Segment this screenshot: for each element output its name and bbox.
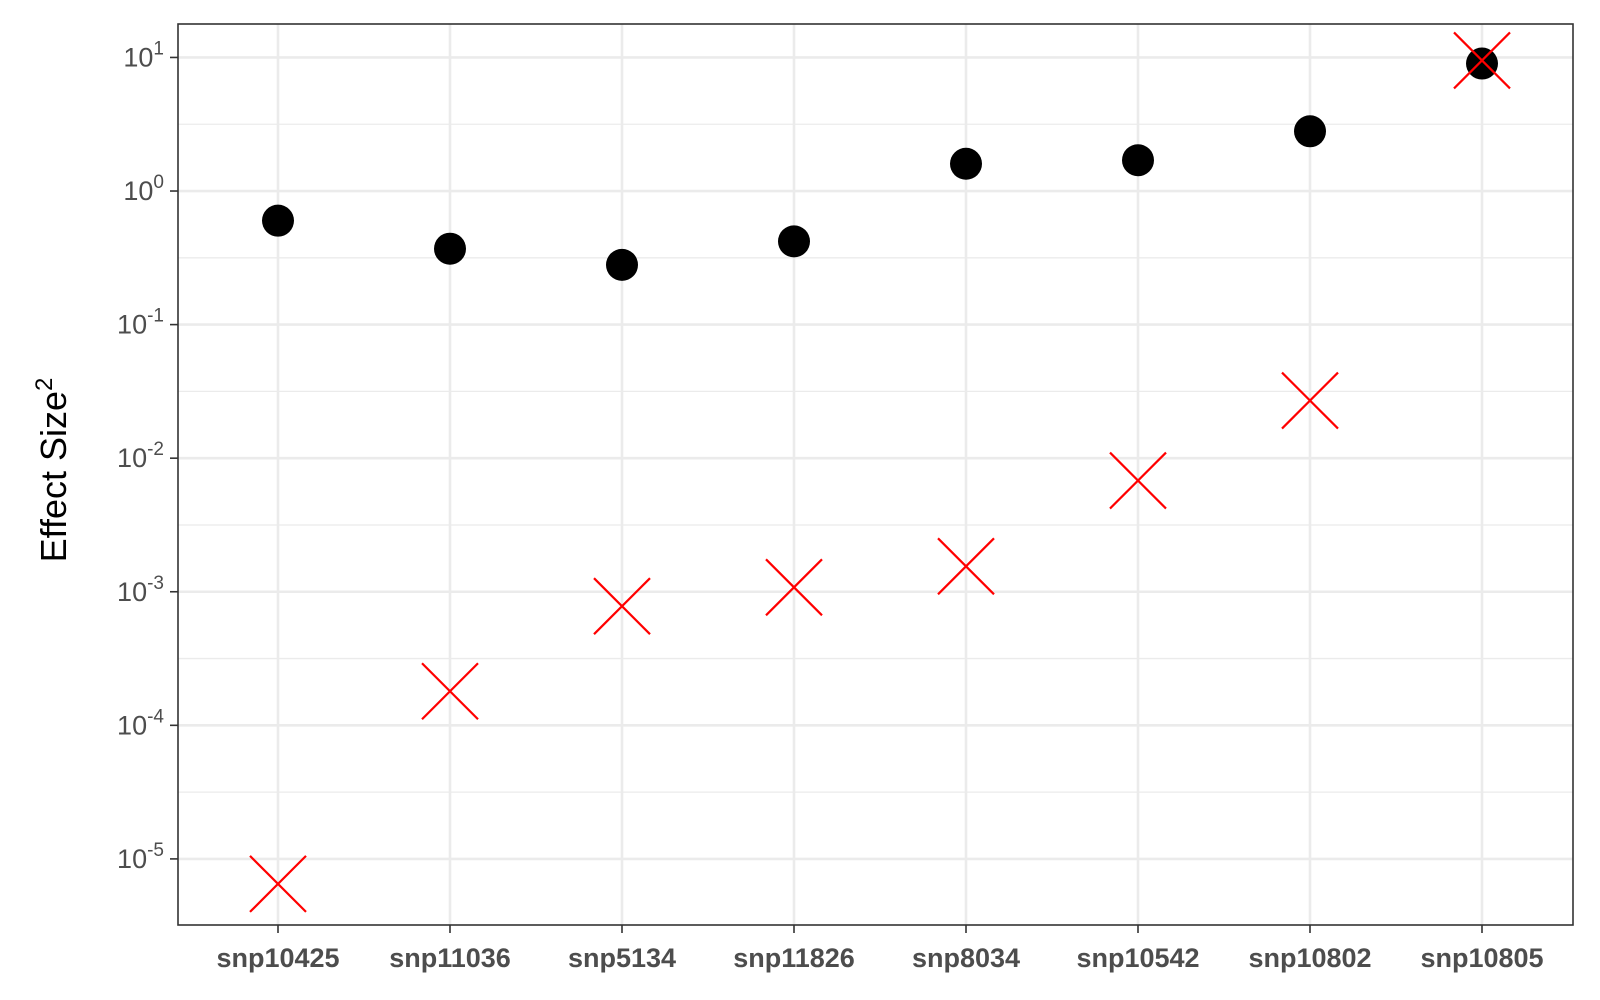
y-tick-label: 10-2 (117, 439, 164, 473)
data-point-x (937, 537, 995, 596)
x-tick-label: snp10542 (1076, 943, 1199, 973)
data-point-circle (950, 147, 982, 180)
data-point-circle (262, 204, 294, 237)
y-tick-exponent: -3 (147, 573, 164, 594)
y-tick-base: 10 (117, 710, 147, 740)
data-point-circle (1294, 115, 1326, 148)
data-point-circle (434, 232, 466, 265)
data-point-circle (778, 225, 810, 258)
data-point-circle (1122, 144, 1154, 177)
x-tick-label: snp10802 (1248, 943, 1371, 973)
data-point-x (1453, 31, 1511, 90)
panel-border (177, 23, 1574, 926)
data-point-x (593, 577, 651, 635)
y-tick-base: 10 (117, 844, 147, 874)
y-axis-label: Effect Size2 (31, 378, 74, 563)
x-tick-label: snp10805 (1420, 943, 1543, 973)
x-tick-label: snp11826 (733, 943, 855, 973)
x-tick-label: snp10425 (216, 943, 339, 973)
y-tick-base: 10 (117, 577, 147, 607)
y-tick-label: 10-1 (117, 306, 164, 340)
y-tick-exponent: -4 (147, 706, 164, 727)
y-tick-base: 10 (117, 443, 147, 473)
data-point-x-stroke (593, 577, 651, 635)
grid-lines (178, 24, 1573, 925)
data-marks (249, 31, 1511, 913)
y-tick-base: 10 (123, 42, 153, 72)
y-tick-base: 10 (123, 176, 153, 206)
data-point-x (1281, 371, 1339, 430)
y-tick-label: 101 (123, 38, 164, 72)
data-point-x-stroke (1281, 371, 1339, 430)
data-point-x-stroke (421, 662, 479, 721)
data-point-x-stroke (249, 855, 307, 913)
data-point-x-stroke (1109, 451, 1167, 510)
data-point-x (1109, 451, 1167, 510)
y-tick-exponent: 1 (153, 38, 164, 59)
x-tick-label: snp11036 (389, 943, 511, 973)
data-point-x-stroke (937, 537, 995, 596)
y-tick-exponent: 0 (153, 172, 164, 193)
x-tick-label: snp8034 (912, 943, 1020, 973)
data-point-x (421, 662, 479, 721)
data-point-x-stroke (765, 558, 823, 617)
y-tick-label: 10-4 (117, 706, 164, 740)
y-tick-base: 10 (117, 310, 147, 340)
y-axis-label-superscript: 2 (31, 378, 58, 391)
y-tick-label: 100 (123, 172, 164, 206)
data-point-x-stroke (1453, 31, 1511, 90)
data-point-circle (1466, 47, 1498, 80)
x-tick-label: snp5134 (568, 943, 676, 973)
y-tick-label: 10-3 (117, 573, 164, 607)
data-point-x (765, 558, 823, 617)
y-tick-label: 10-5 (117, 840, 164, 874)
data-point-x (249, 855, 307, 913)
y-axis-label-text: Effect Size (33, 391, 74, 562)
y-tick-exponent: -5 (147, 840, 164, 861)
data-point-circle (606, 248, 638, 281)
y-tick-exponent: -2 (147, 439, 164, 460)
y-tick-exponent: -1 (147, 306, 164, 327)
